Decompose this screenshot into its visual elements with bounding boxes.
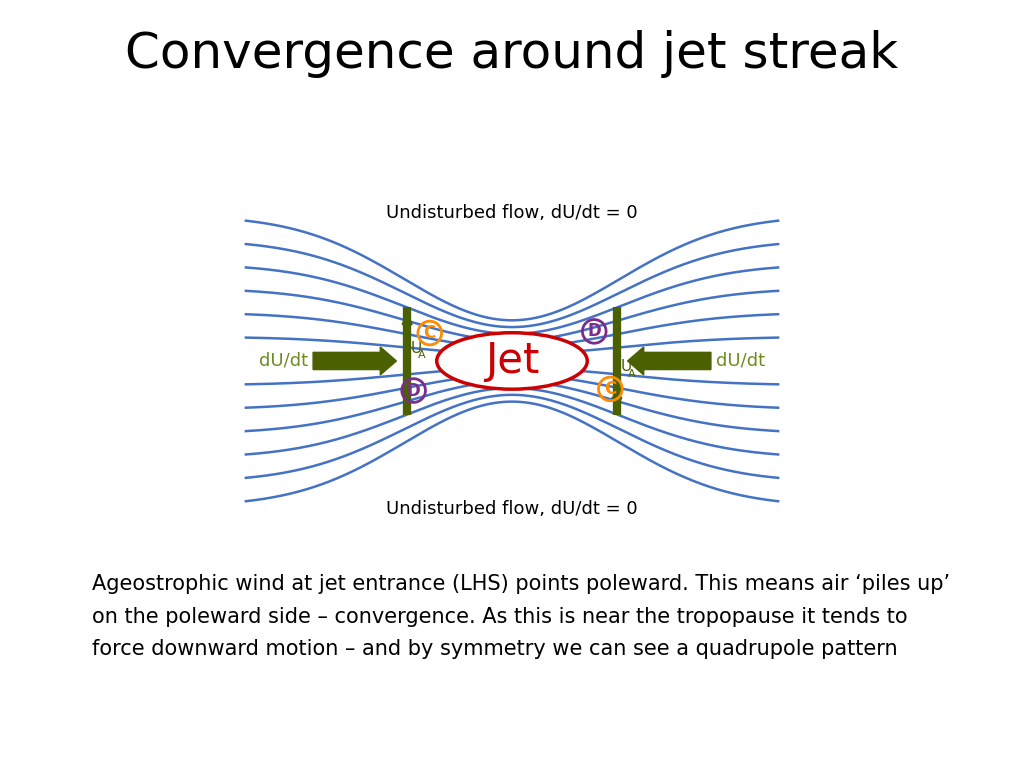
Text: dU/dt: dU/dt <box>716 352 765 370</box>
Text: U: U <box>621 359 632 375</box>
Text: A: A <box>628 369 635 379</box>
FancyArrow shape <box>313 347 396 375</box>
Text: Jet: Jet <box>484 340 540 382</box>
Text: C: C <box>424 324 436 342</box>
Text: force downward motion – and by symmetry we can see a quadrupole pattern: force downward motion – and by symmetry … <box>92 639 898 659</box>
Text: D: D <box>407 382 421 399</box>
Text: D: D <box>588 323 601 340</box>
Text: Undisturbed flow, dU/dt = 0: Undisturbed flow, dU/dt = 0 <box>386 500 638 518</box>
Text: C: C <box>604 380 616 398</box>
Ellipse shape <box>436 333 588 389</box>
Text: Convergence around jet streak: Convergence around jet streak <box>125 30 899 78</box>
Text: Ageostrophic wind at jet entrance (LHS) points poleward. This means air ‘piles u: Ageostrophic wind at jet entrance (LHS) … <box>92 574 950 594</box>
Text: Undisturbed flow, dU/dt = 0: Undisturbed flow, dU/dt = 0 <box>386 204 638 222</box>
FancyArrow shape <box>628 347 711 375</box>
Text: dU/dt: dU/dt <box>259 352 308 370</box>
Text: A: A <box>418 350 426 360</box>
Text: on the poleward side – convergence. As this is near the tropopause it tends to: on the poleward side – convergence. As t… <box>92 607 908 627</box>
Text: U: U <box>411 340 422 356</box>
